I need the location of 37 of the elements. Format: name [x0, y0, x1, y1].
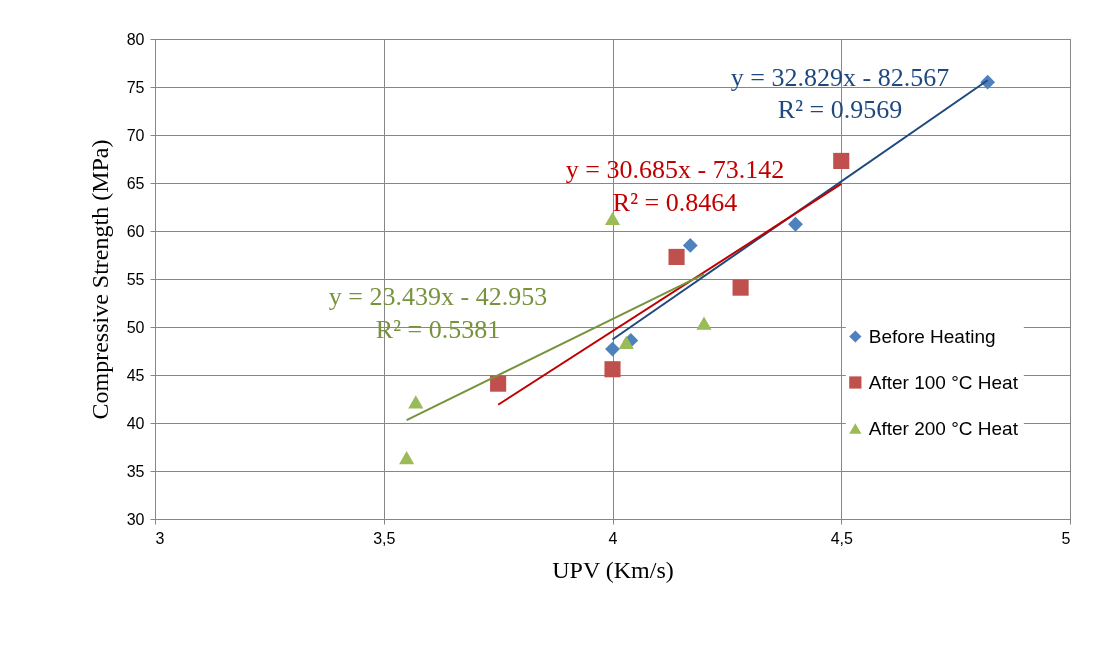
- point: [490, 375, 507, 392]
- point: [604, 211, 621, 226]
- y-tick-label: 35: [126, 462, 145, 480]
- point: [788, 216, 803, 232]
- y-tick-label: 50: [126, 318, 145, 336]
- legend-label: After 200 °C Heat: [868, 417, 1019, 439]
- y-tick-label: 55: [126, 270, 145, 288]
- y-tick-label: 70: [126, 126, 145, 144]
- y-tick-label: 65: [126, 174, 145, 192]
- y-tick-label: 40: [126, 414, 145, 432]
- point: [399, 450, 415, 465]
- point: [696, 316, 712, 330]
- y-axis-title: Compressive Strength (MPa): [86, 139, 113, 420]
- point: [618, 335, 634, 349]
- annotation: R² = 0.9569: [777, 95, 903, 124]
- y-tick-label: 45: [126, 366, 145, 384]
- point: [408, 395, 424, 409]
- annotation: R² = 0.8464: [612, 188, 738, 217]
- point: [833, 152, 850, 169]
- legend-label: After 100 °C Heat: [868, 371, 1019, 393]
- annotation: y = 32.829x - 82.567: [730, 63, 950, 92]
- x-tick-label: 3,5: [373, 529, 396, 547]
- x-tick-label: 5: [1061, 529, 1071, 547]
- point: [604, 361, 621, 378]
- y-tick-label: 30: [126, 510, 145, 528]
- y-tick-label: 60: [126, 222, 145, 240]
- annotation: y = 30.685x - 73.142: [565, 155, 785, 184]
- legend-label: Before Heating: [868, 325, 996, 347]
- x-tick-label: 4: [608, 529, 618, 547]
- point: [682, 237, 698, 253]
- x-axis-title: UPV (Km/s): [552, 556, 674, 583]
- x-tick-label: 3: [155, 529, 165, 547]
- y-tick-label: 80: [126, 30, 145, 48]
- x-tick-label: 4,5: [830, 529, 853, 547]
- y-tick-label: 75: [126, 78, 145, 96]
- point: [732, 279, 749, 296]
- point: [668, 248, 685, 265]
